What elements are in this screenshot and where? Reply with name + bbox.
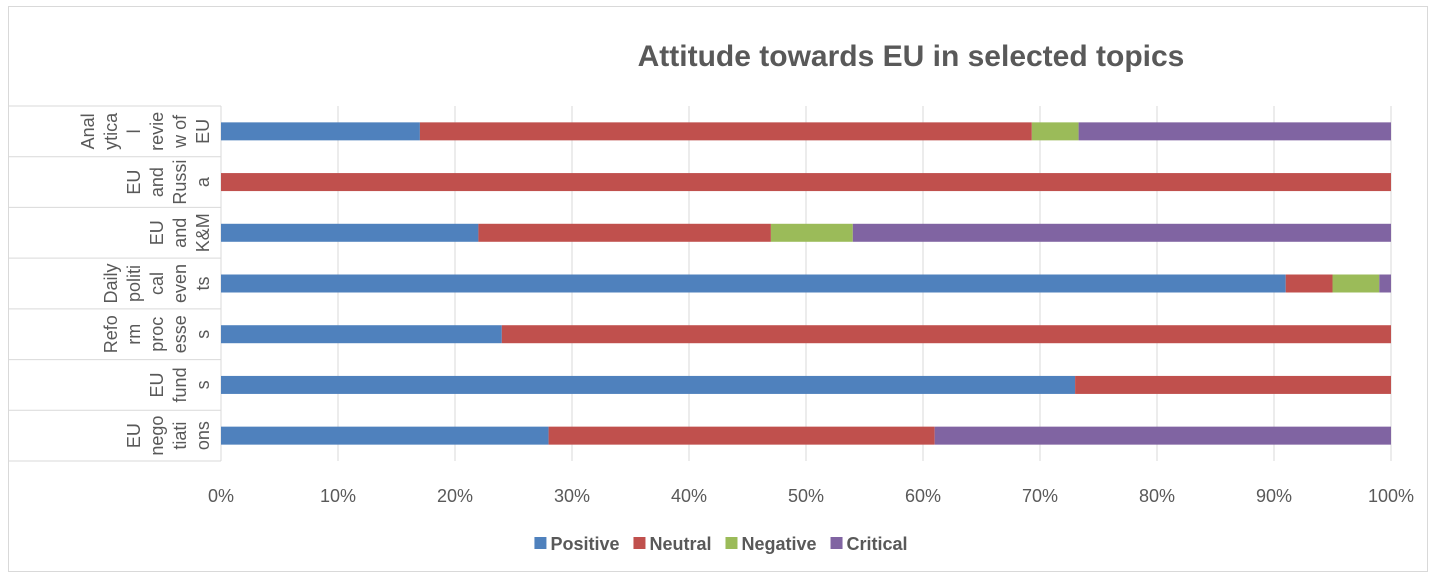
- bar-segment-positive: [221, 122, 420, 141]
- bar-segment-neutral: [1285, 274, 1333, 293]
- category-label: K&M: [193, 213, 213, 252]
- category-label: proc: [147, 317, 167, 352]
- x-tick-label: 40%: [671, 486, 707, 506]
- category-label: tiati: [170, 422, 190, 450]
- bar-segment-positive: [221, 274, 1286, 293]
- chart-svg: Attitude towards EU in selected topics A…: [9, 40, 1414, 554]
- bar-segment-neutral: [1075, 375, 1391, 394]
- bar-segment-neutral: [478, 223, 771, 242]
- category-label: s: [193, 330, 213, 339]
- bar-segment-critical: [934, 426, 1391, 445]
- x-tick-label: 80%: [1139, 486, 1175, 506]
- bar-segment-positive: [221, 426, 549, 445]
- x-tick-label: 10%: [320, 486, 356, 506]
- category-label: EU: [124, 170, 144, 195]
- category-label: a: [193, 176, 213, 187]
- category-label: EU: [147, 220, 167, 245]
- category-label: Anal: [78, 113, 98, 149]
- legend-label-positive: Positive: [550, 534, 619, 554]
- bar-segment-neutral: [501, 325, 1391, 344]
- legend-swatch-negative: [725, 537, 738, 549]
- x-tick-label: 20%: [437, 486, 473, 506]
- bar-segment-critical: [1379, 274, 1391, 293]
- legend-swatch-critical: [830, 537, 843, 549]
- category-label: EU: [124, 423, 144, 448]
- x-tick-label: 60%: [905, 486, 941, 506]
- x-tick-label: 0%: [208, 486, 234, 506]
- category-label: Daily: [101, 263, 121, 303]
- category-label: ytica: [101, 112, 121, 150]
- legend-label-negative: Negative: [741, 534, 816, 554]
- category-label: and: [147, 167, 167, 197]
- bar-segment-negative: [1031, 122, 1079, 141]
- bar-segment-positive: [221, 223, 479, 242]
- category-label: and: [170, 218, 190, 248]
- legend: Positive Neutral Negative Critical: [534, 534, 908, 554]
- bar-segment-positive: [221, 325, 502, 344]
- legend-swatch-positive: [534, 537, 547, 549]
- category-label: politi: [124, 265, 144, 302]
- category-label: w of: [170, 114, 190, 149]
- legend-label-neutral: Neutral: [649, 534, 711, 554]
- category-label: s: [193, 380, 213, 389]
- x-tick-label: 50%: [788, 486, 824, 506]
- x-axis-ticks: 0% 10% 20% 30% 40% 50% 60% 70% 80% 90% 100%: [208, 486, 1414, 506]
- bar-segment-neutral: [221, 173, 1391, 192]
- bar-segment-critical: [852, 223, 1391, 242]
- category-label: esse: [170, 315, 190, 353]
- bar-segment-positive: [221, 375, 1076, 394]
- bars: [221, 122, 1391, 445]
- category-label: cal: [147, 272, 167, 295]
- category-label: EU: [147, 372, 167, 397]
- x-tick-label: 90%: [1256, 486, 1292, 506]
- x-tick-label: 100%: [1368, 486, 1414, 506]
- category-label: fund: [170, 367, 190, 402]
- category-label: ons: [193, 421, 213, 450]
- bar-segment-negative: [770, 223, 853, 242]
- category-label: revie: [147, 112, 167, 151]
- x-tick-label: 70%: [1022, 486, 1058, 506]
- legend-label-critical: Critical: [847, 534, 908, 554]
- chart-title: Attitude towards EU in selected topics: [638, 40, 1185, 73]
- bar-segment-neutral: [548, 426, 935, 445]
- category-label: ts: [193, 276, 213, 290]
- category-label: EU: [193, 119, 213, 144]
- category-label: l: [124, 129, 144, 133]
- chart-frame: Attitude towards EU in selected topics A…: [8, 6, 1428, 572]
- category-label: rm: [124, 324, 144, 345]
- category-label: even: [170, 264, 190, 303]
- bar-segment-neutral: [419, 122, 1032, 141]
- bar-segment-critical: [1078, 122, 1391, 141]
- category-label: Russi: [170, 160, 190, 205]
- bar-segment-negative: [1332, 274, 1380, 293]
- x-tick-label: 30%: [554, 486, 590, 506]
- legend-swatch-neutral: [633, 537, 646, 549]
- category-label: nego: [147, 416, 167, 456]
- category-label: Refo: [101, 315, 121, 353]
